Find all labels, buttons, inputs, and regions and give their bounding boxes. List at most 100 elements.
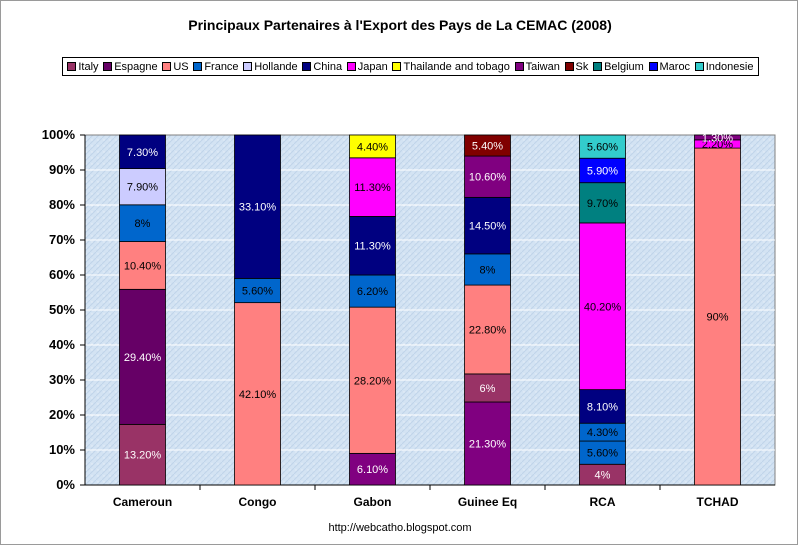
data-label: 90% [706,312,728,324]
legend-item-6: Japan [346,60,388,73]
data-label: 5.60% [587,448,618,460]
data-label: 14.50% [469,221,507,233]
data-label: 13.20% [124,450,162,462]
bar-segment [464,284,511,375]
bar-segment [464,196,511,255]
data-label: 5.90% [587,165,618,177]
legend-item-10: Belgium [593,61,644,73]
legend-swatch [648,62,658,71]
bar-segment [349,274,396,308]
legend-label: Taiwan [525,60,560,73]
data-label: 9.70% [587,198,618,210]
data-label: 42.10% [239,389,277,401]
data-label: 8.10% [587,401,618,413]
data-label: 8% [480,264,496,276]
legend-swatch [564,62,574,71]
y-tick-label: 100% [42,127,76,142]
y-tick-label: 90% [49,162,75,177]
x-tick-label: RCA [590,495,616,509]
bar-segment [119,204,166,242]
legend-label: China [313,60,343,73]
legend-item-12: Indonesie [694,60,754,73]
bar-segment [349,134,396,159]
data-label: 5.40% [472,141,503,153]
y-tick-label: 30% [49,372,75,387]
legend-label: US [173,60,189,73]
legend-label: Japan [357,60,388,73]
y-tick-label: 40% [49,337,75,352]
legend-item-3: France [193,60,239,73]
legend-label: France [204,60,239,73]
x-tick-label: Congo [239,495,277,509]
data-label: 5.60% [242,286,273,298]
data-label: 11.30% [354,182,391,194]
legend-item-1: Espagne [103,60,158,73]
legend-label: Thailande and tobago [403,60,510,73]
legend-label: Hollande [254,60,298,73]
bar-segment [119,134,166,169]
data-label: 1.30% [702,132,733,144]
data-label: 6.20% [357,286,388,298]
y-tick-label: 60% [49,267,75,282]
legend-swatch [346,62,356,71]
bar-segment [119,423,166,486]
bar-segment [694,147,741,486]
y-tick-label: 70% [49,232,75,247]
data-label: 4.40% [357,141,388,153]
bar-segment [349,306,396,454]
legend-item-5: China [302,61,342,73]
legend-swatch [392,62,402,71]
bar-segment [119,241,166,290]
legend-label: Indonesie [705,60,754,73]
legend-swatch [593,62,603,71]
y-tick-label: 80% [49,197,75,212]
bar-segment [119,168,166,206]
bar-segment [234,302,281,486]
data-label: 10.40% [124,260,162,272]
legend-label: Belgium [604,60,644,73]
data-label: 6% [480,383,496,395]
data-label: 7.30% [127,147,158,159]
legend-swatch [302,62,312,71]
data-label: 28.20% [354,375,392,387]
x-tick-label: TCHAD [697,495,739,509]
x-tick-label: Cameroun [113,495,172,509]
chart-title: Principaux Partenaires à l'Export des Pa… [188,17,612,33]
chart-footer: http://webcatho.blogspot.com [328,522,472,534]
y-tick-label: 10% [49,442,75,457]
legend-swatch [514,62,524,71]
data-label: 11.30% [354,241,391,253]
data-label: 40.20% [584,301,622,313]
data-label: 2.20% [702,139,733,151]
bar-segment [349,216,396,276]
legend-label: Sk [575,60,589,73]
y-tick-label: 50% [49,302,75,317]
legend-label: Espagne [114,60,158,73]
data-label: 6.10% [357,464,388,476]
legend-swatch [694,62,704,71]
legend-swatch [67,62,77,71]
legend-swatch [103,62,113,71]
bar-segment [464,155,511,198]
bar-segment [579,222,626,391]
bar-segment [464,253,511,286]
legend-item-4: Hollande [243,60,298,73]
y-tick-label: 20% [49,407,75,422]
bar-segment [464,134,511,157]
data-label: 8% [135,218,151,230]
data-label: 29.40% [124,352,162,364]
legend-item-2: US [162,60,189,73]
x-tick-label: Guinee Eq [458,495,517,509]
bar-segment [694,134,741,141]
data-label: 5.60% [587,142,618,154]
bar-segment [579,157,626,184]
data-label: 7.90% [127,182,158,194]
data-label: 21.30% [469,438,507,450]
bar-segment [349,157,396,217]
legend-swatch [243,62,253,71]
x-tick-label: Gabon [354,495,392,509]
legend-item-7: Thailande and tobago [392,60,510,73]
bar-segment [234,277,281,304]
legend-label: Maroc [659,60,691,73]
